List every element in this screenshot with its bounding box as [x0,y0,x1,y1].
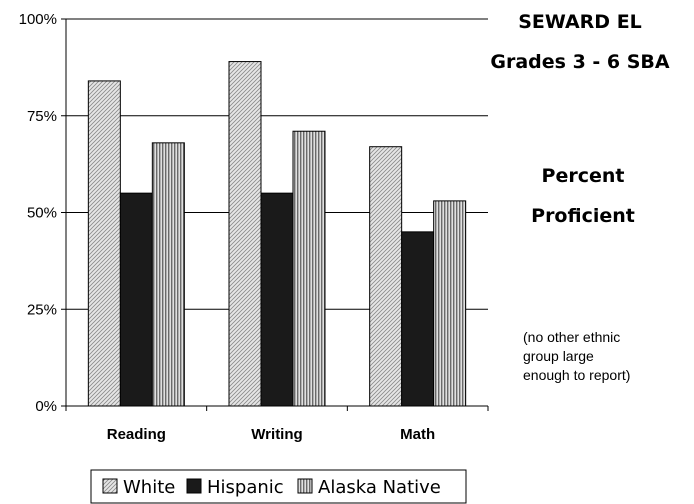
category-label-reading: Reading [107,426,166,443]
category-label-math: Math [400,426,435,443]
y-tick-label: 100% [19,11,57,28]
chart-note: (no other ethnic group large enough to r… [523,329,630,383]
y-tick-label: 75% [27,108,57,125]
bar-white-writing [228,61,262,407]
bar-alaska-native-math [433,200,467,407]
legend-box [90,469,467,504]
note-line-3: enough to report) [523,367,630,383]
legend-swatch-alaska-native [297,478,313,494]
legend-label-alaska-native: Alaska Native [318,477,441,498]
legend-label-hispanic: Hispanic [207,477,284,498]
y-tick-label: 0% [35,398,57,415]
legend: White Hispanic Alaska Native [90,469,467,504]
legend-swatch-hispanic [186,478,202,494]
chart-title: SEWARD EL Grades 3 - 6 SBA [490,11,670,73]
category-labels: Reading Writing Math [107,426,435,443]
bar-hispanic-reading [119,192,153,407]
title-line-1: SEWARD EL [518,11,642,33]
y-tick-label: 25% [27,301,57,318]
chart-subtitle: Percent Proficient [531,165,635,227]
y-tick-labels: 0% 25% 50% 75% 100% [19,11,57,415]
bar-alaska-native-reading [151,142,185,407]
category-label-writing: Writing [251,426,302,443]
note-line-1: (no other ethnic [523,329,620,345]
bar-white-reading [87,80,121,407]
bar-alaska-native-writing [292,130,326,407]
bars [87,61,467,407]
legend-label-white: White [123,477,175,498]
bar-hispanic-math [401,231,435,407]
bar-hispanic-writing [260,192,294,407]
title-line-2: Grades 3 - 6 SBA [490,51,670,73]
y-tick-label: 50% [27,205,57,222]
legend-swatch-white [102,478,118,494]
note-line-2: group large [523,348,594,364]
subtitle-line-2: Proficient [531,205,635,227]
subtitle-line-1: Percent [542,165,625,187]
bar-white-math [369,146,403,407]
